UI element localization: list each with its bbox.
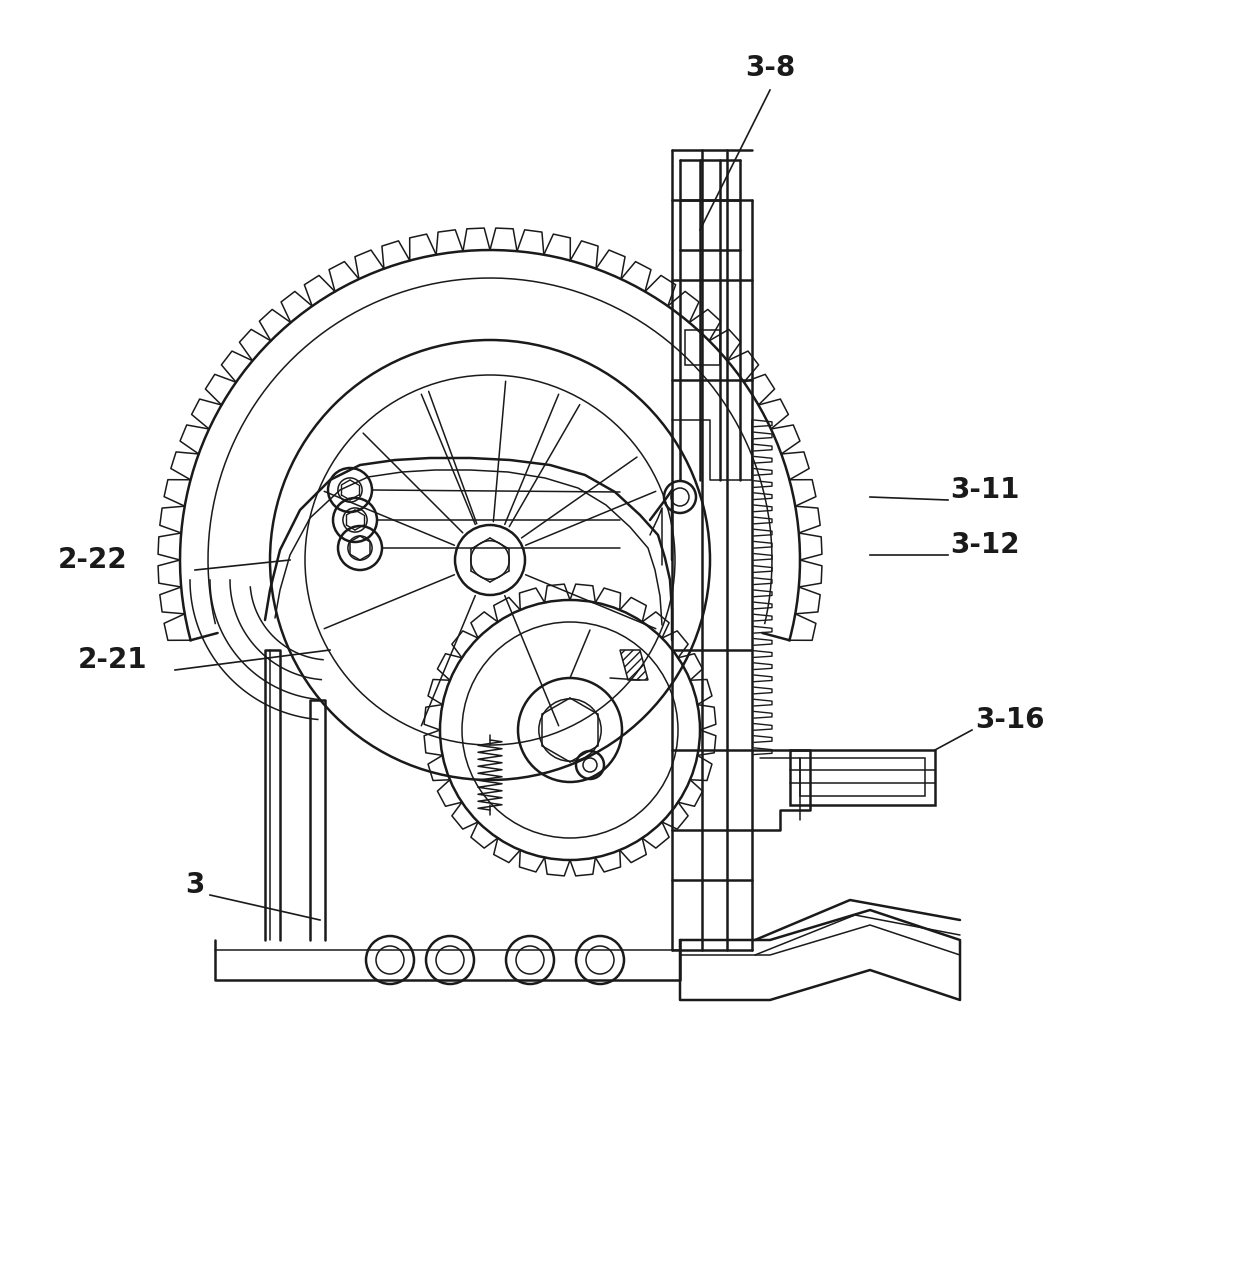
- Text: 3-16: 3-16: [975, 707, 1044, 734]
- Text: 2-22: 2-22: [58, 546, 128, 574]
- Text: 2-21: 2-21: [78, 646, 148, 674]
- Text: 3-11: 3-11: [950, 477, 1019, 504]
- Bar: [684, 330, 720, 365]
- Text: 3-12: 3-12: [950, 531, 1019, 559]
- Text: 3-8: 3-8: [745, 54, 795, 82]
- Bar: [800, 758, 925, 796]
- Bar: [790, 750, 935, 805]
- Text: 3: 3: [185, 871, 205, 899]
